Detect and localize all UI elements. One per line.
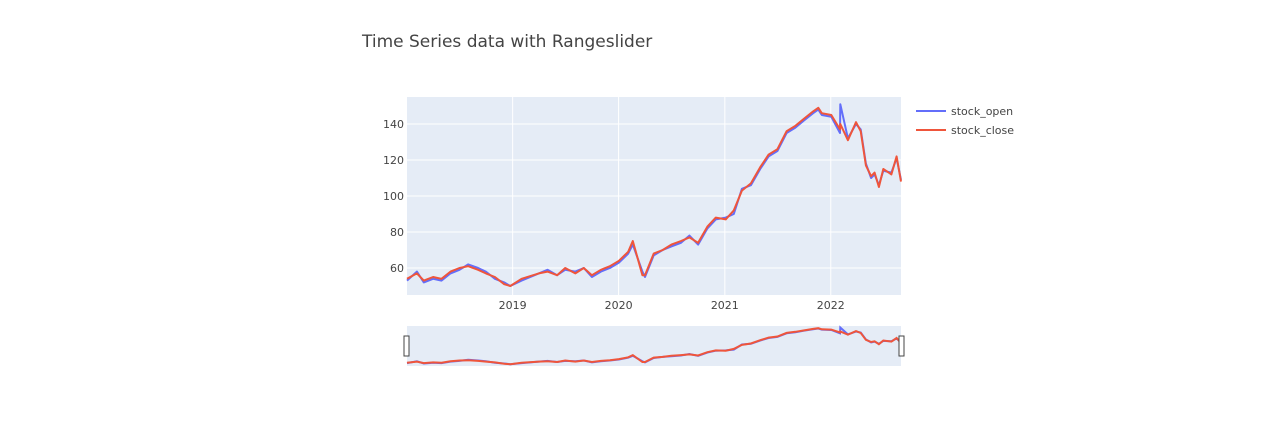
legend-item-stock-close[interactable]: stock_close — [916, 124, 1014, 137]
x-tick-label: 2019 — [499, 299, 527, 312]
legend-label-stock-open: stock_open — [951, 105, 1013, 118]
series-lines — [406, 103, 902, 287]
series-line-stock-close[interactable] — [406, 106, 902, 287]
y-tick-label: 60 — [390, 262, 404, 275]
y-tick-label: 140 — [383, 118, 404, 131]
legend-label-stock-close: stock_close — [951, 124, 1014, 137]
rangeslider-left-handle[interactable] — [403, 335, 410, 357]
y-tick-label: 80 — [390, 226, 404, 239]
x-tick-labels: 2019 2020 2021 2022 — [499, 299, 845, 312]
x-tick-label: 2020 — [605, 299, 633, 312]
x-tick-label: 2021 — [711, 299, 739, 312]
chart-title: Time Series data with Rangeslider — [361, 32, 652, 52]
y-tick-label: 120 — [383, 154, 404, 167]
y-gridlines — [407, 123, 901, 269]
y-tick-label: 100 — [383, 190, 404, 203]
rangeslider-line-stock-close — [406, 327, 902, 366]
main-plot[interactable]: 60 80 100 120 140 2019 2020 2021 2022 — [383, 97, 902, 312]
legend[interactable]: stock_open stock_close — [916, 105, 1014, 137]
y-tick-labels: 60 80 100 120 140 — [383, 118, 404, 275]
range-slider[interactable] — [403, 325, 905, 366]
rangeslider-right-handle[interactable] — [898, 335, 905, 357]
rangeslider-background — [407, 326, 901, 366]
rangeslider-lines — [406, 325, 902, 366]
legend-item-stock-open[interactable]: stock_open — [916, 105, 1013, 118]
x-tick-label: 2022 — [817, 299, 845, 312]
